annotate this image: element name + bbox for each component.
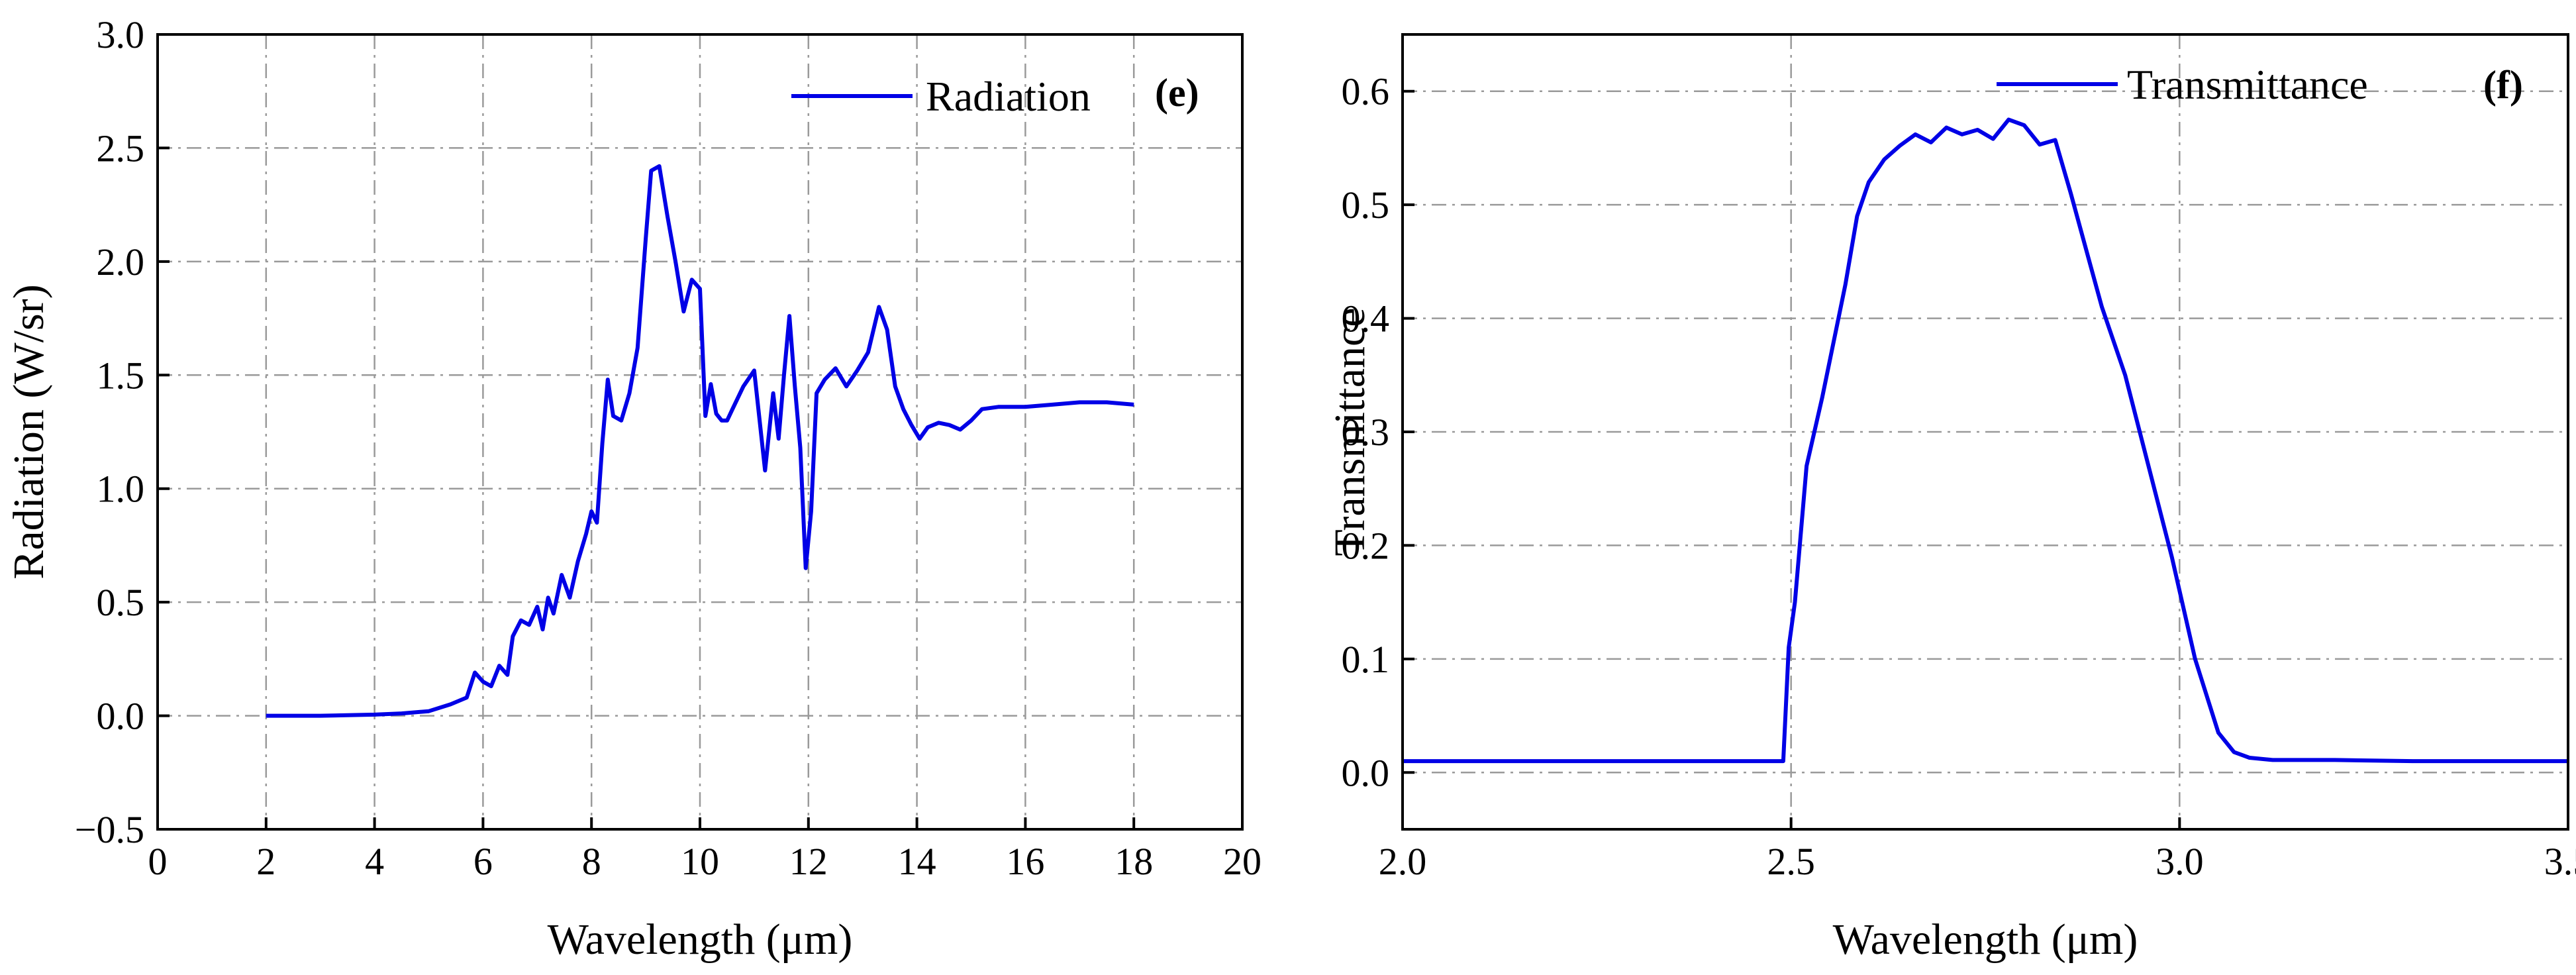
legend-label-transmittance: Transmittance [2127, 61, 2368, 108]
y-tick-label: 2.0 [97, 240, 145, 283]
legend-label-radiation: Radiation [926, 73, 1091, 120]
x-tick-label: 4 [365, 840, 384, 883]
grid-lines-e [158, 34, 1242, 829]
chart-panel-f: 2.0 2.5 3.0 3.5 0.0 0.1 0.2 0.3 0.4 0.5 0.6 Wavele… [1326, 33, 2576, 964]
y-tick-label: 0.1 [1342, 638, 1390, 681]
tick-labels-e: 0 2 4 6 8 10 12 14 16 18 20 −0.5 0.0 0.5 1.0 1.5 2.0 2.5 3… [75, 13, 1262, 883]
x-tick-label: 10 [681, 840, 719, 883]
grid-lines-f [1403, 34, 2568, 829]
y-tick-label: −0.5 [75, 808, 144, 851]
panel-label-e: (e) [1155, 71, 1199, 115]
x-tick-label: 3.0 [2155, 840, 2204, 883]
chart-panel-e: 0 2 4 6 8 10 12 14 16 18 20 −0.5 0.0 0.5 1.0 1.5 2.0 2.5 3… [5, 13, 1262, 964]
series-line-transmittance [1403, 117, 2568, 764]
y-tick-label: 0.6 [1342, 70, 1390, 113]
y-tick-label: 1.5 [97, 354, 145, 397]
x-tick-label: 0 [148, 840, 168, 883]
y-tick-label: 0.5 [97, 581, 145, 624]
y-tick-label: 0.0 [97, 695, 145, 738]
tick-marks-f [1401, 89, 2569, 829]
x-axis-title-f: Wavelength (μm) [1833, 915, 2138, 964]
x-tick-label: 14 [898, 840, 936, 883]
y-tick-label: 0.3 [1342, 411, 1390, 454]
y-axis-title-e: Radiation (W/sr) [5, 284, 53, 579]
tick-marks-e [156, 33, 1244, 831]
series-line-radiation [266, 164, 1134, 718]
x-tick-label: 20 [1223, 840, 1262, 883]
x-tick-label: 16 [1006, 840, 1044, 883]
plot-area-f [1403, 117, 2568, 764]
y-tick-label: 0.4 [1342, 297, 1390, 340]
y-tick-label: 1.0 [97, 468, 145, 511]
x-tick-label: 3.5 [2544, 840, 2576, 883]
y-axis-title-f: Transmittance [1326, 307, 1374, 556]
x-tick-label: 2 [256, 840, 275, 883]
legend-e: Radiation [791, 73, 1091, 120]
x-tick-label: 2.5 [1767, 840, 1815, 883]
y-tick-label: 0.2 [1342, 524, 1390, 567]
y-tick-label: 3.0 [97, 13, 145, 56]
y-tick-label: 2.5 [97, 127, 145, 170]
x-tick-label: 8 [582, 840, 601, 883]
panel-label-f: (f) [2483, 63, 2523, 107]
x-tick-label: 6 [473, 840, 493, 883]
y-tick-label: 0.0 [1342, 751, 1390, 794]
plot-area-e [266, 164, 1134, 718]
legend-f: Transmittance [1997, 61, 2368, 108]
y-tick-label: 0.5 [1342, 183, 1390, 227]
x-tick-label: 18 [1115, 840, 1153, 883]
x-axis-title-e: Wavelength (μm) [548, 915, 853, 964]
x-tick-label: 12 [789, 840, 828, 883]
x-tick-label: 2.0 [1379, 840, 1427, 883]
tick-labels-f: 2.0 2.5 3.0 3.5 0.0 0.1 0.2 0.3 0.4 0.5 0.6 [1342, 70, 2576, 883]
